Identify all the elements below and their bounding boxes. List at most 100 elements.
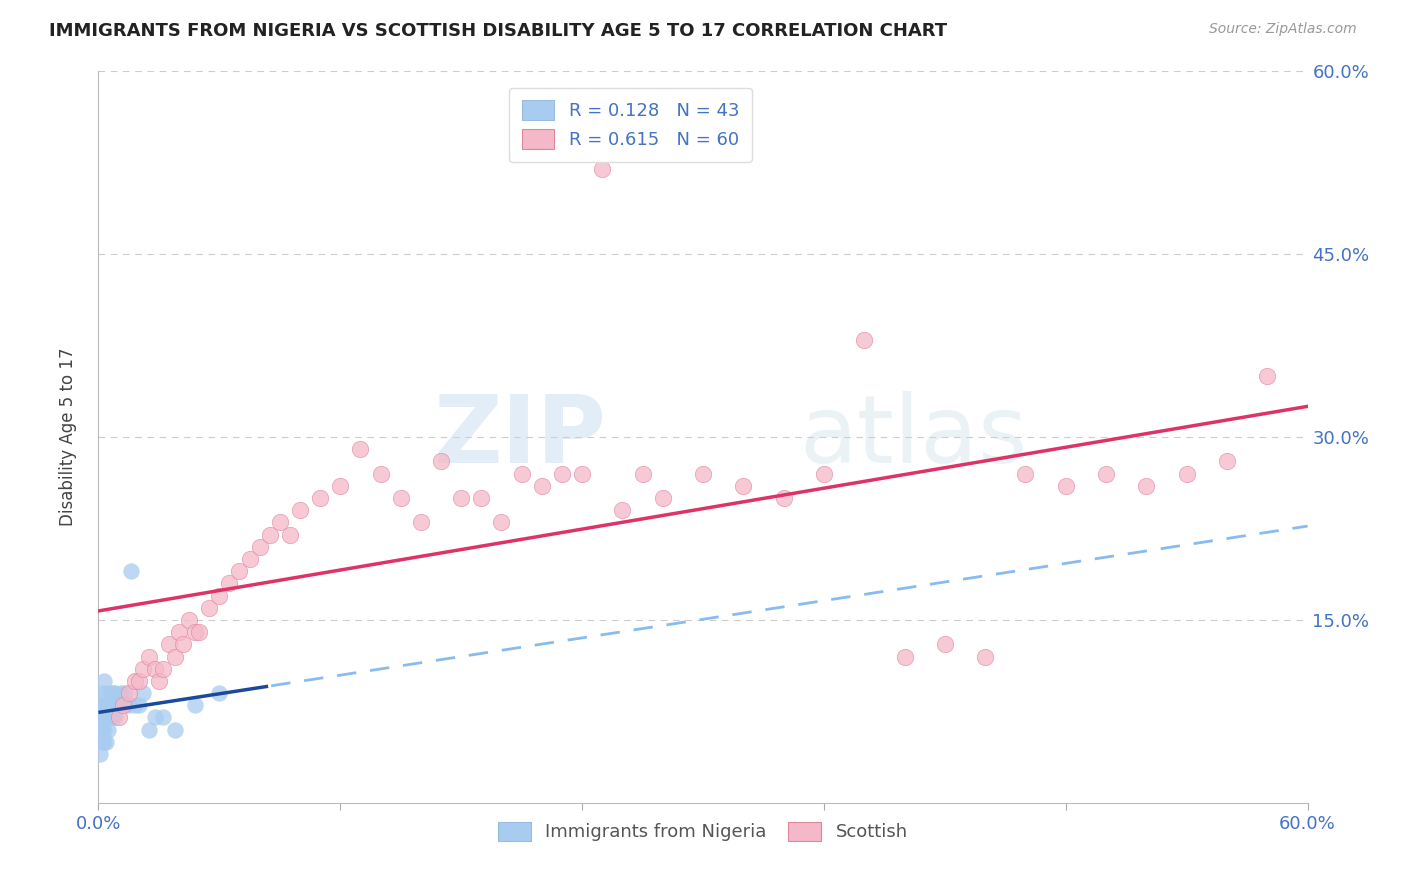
Point: [239, 552, 262, 566]
Point: [118, 698, 141, 713]
Point: [184, 698, 207, 713]
Point: [591, 161, 613, 176]
Point: [163, 649, 186, 664]
Point: [163, 723, 186, 737]
Point: [93, 698, 115, 713]
Point: [118, 686, 141, 700]
Point: [138, 723, 160, 737]
Point: [491, 516, 513, 530]
Point: [97, 723, 120, 737]
Point: [103, 710, 125, 724]
Point: [389, 491, 412, 505]
Text: ZIP: ZIP: [433, 391, 606, 483]
Point: [91, 710, 114, 724]
Point: [651, 491, 673, 505]
Point: [96, 686, 118, 700]
Point: [111, 698, 134, 713]
Point: [96, 710, 118, 724]
Point: [329, 479, 352, 493]
Text: atlas: atlas: [800, 391, 1028, 483]
Point: [101, 710, 124, 724]
Point: [89, 710, 111, 724]
Point: [132, 662, 155, 676]
Point: [269, 516, 291, 530]
Point: [510, 467, 533, 481]
Point: [1095, 467, 1118, 481]
Point: [111, 698, 134, 713]
Point: [1175, 467, 1198, 481]
Point: [96, 735, 118, 749]
Text: IMMIGRANTS FROM NIGERIA VS SCOTTISH DISABILITY AGE 5 TO 17 CORRELATION CHART: IMMIGRANTS FROM NIGERIA VS SCOTTISH DISA…: [49, 22, 948, 40]
Point: [124, 698, 146, 713]
Point: [93, 710, 115, 724]
Point: [349, 442, 371, 457]
Point: [103, 686, 125, 700]
Point: [974, 649, 997, 664]
Point: [208, 589, 231, 603]
Point: [91, 686, 114, 700]
Point: [1014, 467, 1036, 481]
Point: [198, 600, 221, 615]
Point: [450, 491, 472, 505]
Point: [370, 467, 392, 481]
Point: [530, 479, 553, 493]
Point: [93, 735, 115, 749]
Point: [1256, 369, 1278, 384]
Point: [259, 527, 281, 541]
Point: [91, 735, 114, 749]
Point: [91, 723, 114, 737]
Point: [184, 625, 207, 640]
Point: [179, 613, 201, 627]
Point: [772, 491, 794, 505]
Point: [157, 637, 180, 651]
Point: [100, 686, 122, 700]
Point: [813, 467, 835, 481]
Point: [105, 698, 128, 713]
Point: [167, 625, 190, 640]
Point: [278, 527, 301, 541]
Point: [228, 564, 250, 578]
Point: [1135, 479, 1157, 493]
Point: [172, 637, 194, 651]
Point: [631, 467, 654, 481]
Point: [692, 467, 714, 481]
Point: [612, 503, 634, 517]
Point: [89, 698, 111, 713]
Point: [218, 576, 240, 591]
Point: [107, 698, 129, 713]
Legend: Immigrants from Nigeria, Scottish: Immigrants from Nigeria, Scottish: [491, 814, 915, 848]
Point: [148, 673, 170, 688]
Point: [89, 723, 111, 737]
Point: [93, 673, 115, 688]
Point: [93, 723, 115, 737]
Point: [551, 467, 574, 481]
Point: [430, 454, 453, 468]
Point: [110, 686, 132, 700]
Point: [288, 503, 311, 517]
Point: [934, 637, 956, 651]
Point: [89, 747, 111, 761]
Point: [143, 710, 166, 724]
Point: [733, 479, 755, 493]
Point: [100, 710, 122, 724]
Point: [124, 673, 146, 688]
Point: [143, 662, 166, 676]
Point: [249, 540, 271, 554]
Point: [97, 710, 120, 724]
Point: [91, 698, 114, 713]
Point: [128, 698, 150, 713]
Point: [152, 662, 174, 676]
Point: [893, 649, 915, 664]
Point: [96, 698, 118, 713]
Point: [97, 698, 120, 713]
Point: [571, 467, 593, 481]
Point: [409, 516, 432, 530]
Point: [208, 686, 231, 700]
Point: [470, 491, 492, 505]
Point: [120, 564, 142, 578]
Point: [152, 710, 174, 724]
Point: [853, 333, 876, 347]
Point: [1216, 454, 1239, 468]
Point: [1054, 479, 1077, 493]
Point: [128, 673, 150, 688]
